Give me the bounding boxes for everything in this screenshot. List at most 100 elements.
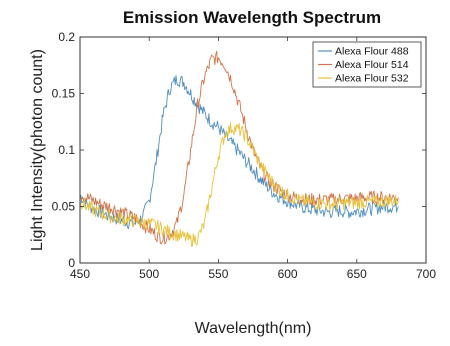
- data-point: [308, 208, 309, 209]
- data-point: [377, 207, 378, 208]
- data-point: [121, 220, 122, 221]
- data-point: [370, 201, 371, 202]
- data-point: [363, 197, 364, 198]
- data-point: [384, 197, 385, 198]
- series-layer: [79, 50, 399, 247]
- data-point: [176, 234, 177, 235]
- data-point: [149, 229, 150, 230]
- data-point: [183, 82, 184, 83]
- series-line-3: [79, 122, 399, 247]
- x-tick-label: 700: [416, 267, 436, 281]
- series-line-1: [79, 75, 399, 229]
- series-3: [79, 122, 399, 247]
- data-point: [211, 59, 212, 60]
- data-point: [315, 203, 316, 204]
- data-point: [204, 113, 205, 114]
- data-point: [239, 152, 240, 153]
- x-tick-label: 500: [139, 267, 159, 281]
- data-point: [107, 206, 108, 207]
- data-point: [197, 238, 198, 239]
- data-point: [128, 215, 129, 216]
- data-point: [121, 218, 122, 219]
- data-point: [190, 149, 191, 150]
- data-point: [93, 200, 94, 201]
- data-point: [169, 87, 170, 88]
- data-point: [349, 198, 350, 199]
- data-point: [252, 169, 253, 170]
- data-point: [183, 236, 184, 237]
- legend-label: Alexa Flour 488: [335, 46, 409, 58]
- data-point: [301, 200, 302, 201]
- data-point: [107, 215, 108, 216]
- data-point: [93, 209, 94, 210]
- data-point: [239, 129, 240, 130]
- data-point: [246, 136, 247, 137]
- data-point: [287, 195, 288, 196]
- data-point: [176, 223, 177, 224]
- data-point: [121, 212, 122, 213]
- data-point: [356, 203, 357, 204]
- data-point: [232, 82, 233, 83]
- data-point: [86, 197, 87, 198]
- data-point: [363, 209, 364, 210]
- y-tick-label: 0.1: [58, 143, 75, 157]
- x-axis-label: Wavelength(nm): [195, 320, 312, 337]
- data-point: [363, 201, 364, 202]
- data-point: [259, 163, 260, 164]
- data-point: [211, 121, 212, 122]
- legend-label: Alexa Flour 514: [335, 59, 409, 71]
- data-point: [204, 223, 205, 224]
- data-point: [391, 206, 392, 207]
- data-point: [246, 127, 247, 128]
- data-point: [218, 127, 219, 128]
- data-point: [342, 203, 343, 204]
- data-point: [329, 204, 330, 205]
- data-point: [377, 201, 378, 202]
- data-point: [176, 78, 177, 79]
- data-point: [156, 225, 157, 226]
- y-tick-label: 0: [68, 256, 75, 270]
- data-point: [190, 93, 191, 94]
- data-point: [266, 186, 267, 187]
- y-axis-label: Light Intensity(photon count): [29, 49, 46, 251]
- y-tick-label: 0.05: [52, 200, 76, 214]
- data-point: [232, 144, 233, 145]
- data-point: [315, 209, 316, 210]
- data-point: [100, 204, 101, 205]
- data-point: [211, 189, 212, 190]
- data-point: [162, 238, 163, 239]
- data-point: [252, 149, 253, 150]
- data-point: [225, 133, 226, 134]
- data-point: [308, 201, 309, 202]
- data-point: [335, 210, 336, 211]
- data-point: [356, 198, 357, 199]
- data-point: [294, 198, 295, 199]
- data-point: [246, 161, 247, 162]
- data-point: [225, 65, 226, 66]
- data-point: [156, 161, 157, 162]
- data-point: [398, 200, 399, 201]
- data-point: [218, 155, 219, 156]
- data-point: [301, 206, 302, 207]
- data-point: [342, 210, 343, 211]
- data-point: [273, 192, 274, 193]
- x-tick-label: 550: [208, 267, 228, 281]
- series-1: [79, 75, 399, 229]
- data-point: [86, 206, 87, 207]
- data-point: [142, 222, 143, 223]
- legend-label: Alexa Flour 532: [335, 73, 409, 85]
- data-point: [156, 234, 157, 235]
- data-point: [315, 199, 316, 200]
- data-point: [169, 232, 170, 233]
- data-point: [322, 210, 323, 211]
- data-point: [273, 183, 274, 184]
- data-point: [349, 203, 350, 204]
- series-line-2: [79, 50, 399, 245]
- data-point: [100, 213, 101, 214]
- x-tick-label: 600: [278, 267, 298, 281]
- data-point: [370, 208, 371, 209]
- y-tick-label: 0.15: [52, 87, 76, 101]
- data-point: [370, 197, 371, 198]
- data-point: [149, 200, 150, 201]
